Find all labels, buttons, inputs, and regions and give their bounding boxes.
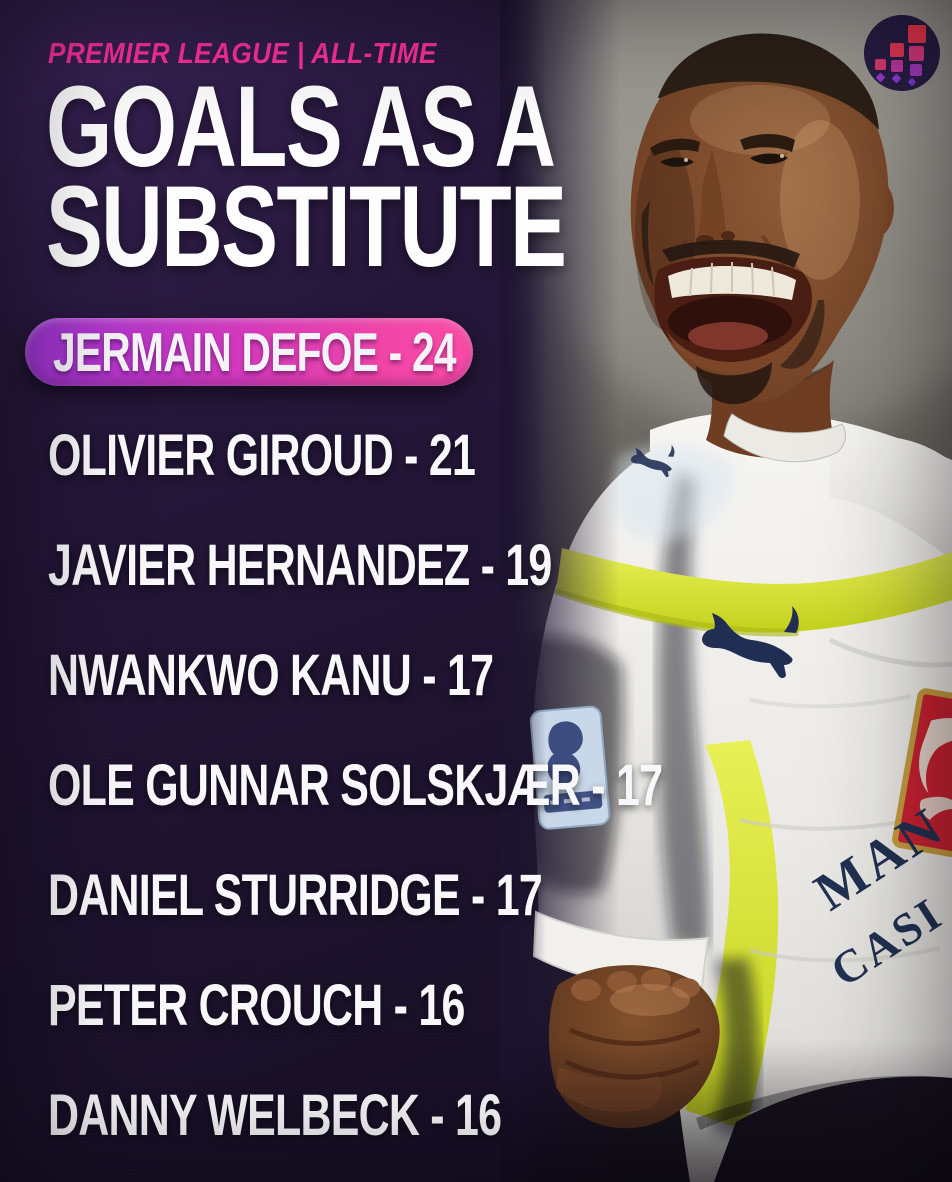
player-row-label: JAVIER HERNANDEZ - 19 [48, 533, 552, 598]
title-line-2: SUBSTITUTE [46, 163, 567, 291]
player-row-1: OLIVIER GIROUD - 21 [48, 427, 625, 485]
player-row-5: DANIEL STURRIDGE - 17 [48, 867, 716, 925]
player-row-label: DANNY WELBECK - 16 [48, 1083, 502, 1148]
title-line-1: GOALS AS A [46, 63, 556, 191]
poster-title: GOALS AS A SUBSTITUTE [46, 63, 748, 291]
player-row-3: NWANKWO KANU - 17 [48, 647, 650, 705]
player-row-label: DANIEL STURRIDGE - 17 [48, 863, 543, 928]
player-row-label: PETER CROUCH - 16 [48, 973, 465, 1038]
player-row-7: DANNY WELBECK - 16 [48, 1087, 661, 1145]
player-row-6: PETER CROUCH - 16 [48, 977, 611, 1035]
category-tag-text: PREMIER LEAGUE | ALL-TIME [48, 38, 437, 70]
player-photo-illustration: MAN CASI [500, 0, 952, 1182]
player-row-label: OLE GUNNAR SOLSKJÆR - 17 [48, 753, 663, 818]
player-row-4: OLE GUNNAR SOLSKJÆR - 17 [48, 757, 878, 815]
player-row-label: OLIVIER GIROUD - 21 [48, 423, 476, 488]
player-photo: MAN CASI [500, 0, 952, 1182]
brand-logo [864, 15, 940, 91]
leader-label: JERMAIN DEFOE - 24 [53, 320, 457, 383]
category-tag: PREMIER LEAGUE | ALL-TIME [48, 40, 480, 69]
player-row-label: NWANKWO KANU - 17 [48, 643, 494, 708]
player-row-2: JAVIER HERNANDEZ - 19 [48, 537, 729, 595]
rising-squares-logo-icon [864, 15, 940, 91]
leader-pill: JERMAIN DEFOE - 24 [25, 318, 473, 386]
